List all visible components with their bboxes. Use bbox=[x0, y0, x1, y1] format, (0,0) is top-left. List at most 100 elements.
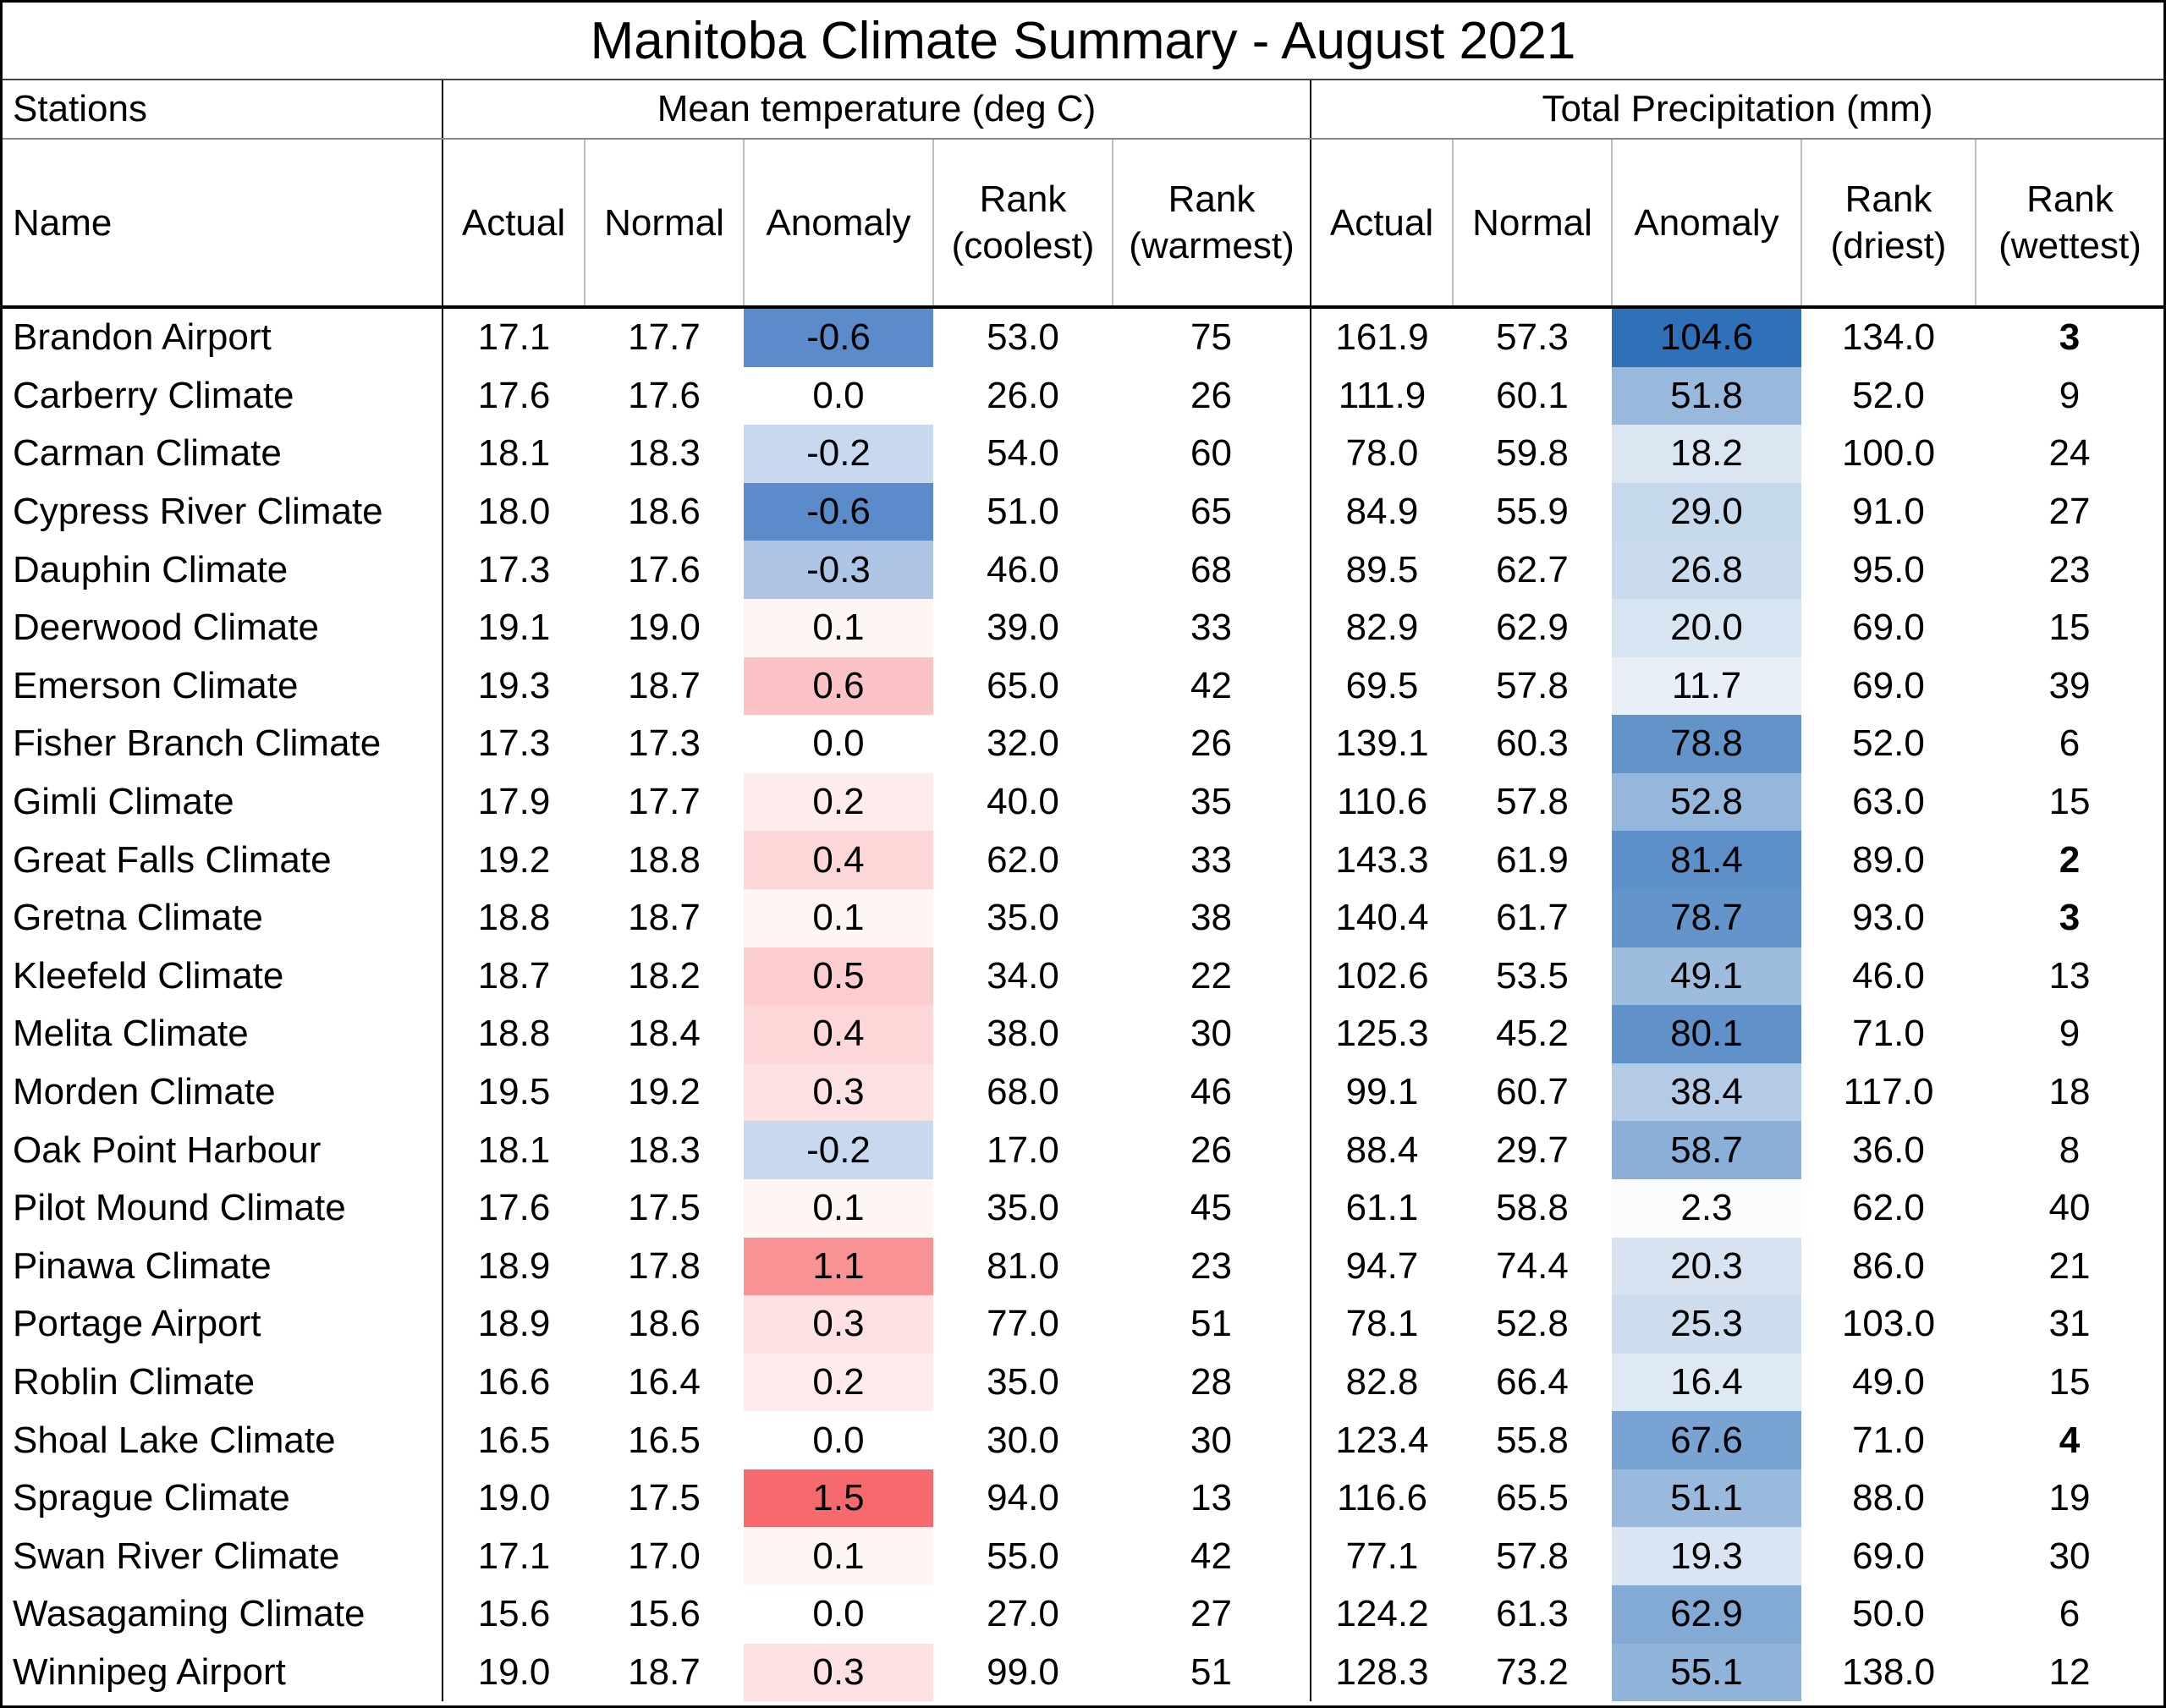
rank-driest-cell: 46.0 bbox=[1852, 954, 1925, 997]
col-header-rank-wettest-line2: (wettest) bbox=[1998, 225, 2141, 266]
precip-anomaly-cell: 78.7 bbox=[1612, 888, 1801, 947]
rank-coolest-cell: 34.0 bbox=[987, 954, 1059, 997]
rank-wettest-cell: 6 bbox=[2059, 722, 2081, 765]
col-header-rank-coolest: Rank (coolest) bbox=[933, 139, 1113, 309]
precip-normal-cell: 62.9 bbox=[1496, 607, 1569, 649]
rank-warmest-cell: 33 bbox=[1113, 831, 1311, 889]
rank-coolest-cell: 27.0 bbox=[987, 1593, 1059, 1635]
temp-actual-cell: 18.9 bbox=[477, 1244, 551, 1287]
table-row: Great Falls Climate 19.2 18.8 0.4 62.0 33 143.… bbox=[3, 831, 2163, 889]
col-header-rank-driest: Rank (driest) bbox=[1801, 139, 1976, 309]
precip-anomaly-cell: 26.8 bbox=[1612, 541, 1801, 599]
temp-anomaly-cell: 0.4 bbox=[744, 831, 933, 889]
precip-actual-cell: 78.0 bbox=[1345, 432, 1419, 475]
station-name-cell: Pinawa Climate bbox=[3, 1237, 443, 1296]
temp-actual-cell: 18.9 bbox=[477, 1303, 551, 1345]
rank-driest-cell: 100.0 bbox=[1841, 432, 1936, 475]
rank-driest-cell: 91.0 bbox=[1852, 491, 1925, 533]
temp-anomaly-cell: -0.2 bbox=[744, 1121, 933, 1179]
temp-anomaly-cell: -0.6 bbox=[744, 482, 933, 541]
rank-wettest-cell: 2 bbox=[2059, 838, 2081, 881]
table-row: Melita Climate 18.8 18.4 0.4 38.0 30 125.3 45.2… bbox=[3, 1005, 2163, 1063]
precip-anomaly-cell: 20.0 bbox=[1612, 598, 1801, 657]
station-name-cell: Morden Climate bbox=[3, 1063, 443, 1122]
table-row: Oak Point Harbour 18.1 18.3 -0.2 17.0 26 88.4 2… bbox=[3, 1121, 2163, 1179]
rank-wettest-cell: 23 bbox=[2048, 548, 2091, 590]
temp-actual-cell: 17.6 bbox=[477, 1187, 551, 1229]
precip-normal-cell: 58.8 bbox=[1496, 1187, 1569, 1229]
station-name-cell: Brandon Airport bbox=[3, 307, 443, 367]
temp-normal-cell: 17.0 bbox=[628, 1535, 701, 1577]
temp-actual-cell: 16.6 bbox=[477, 1360, 551, 1403]
precip-actual-cell: 94.7 bbox=[1345, 1244, 1419, 1287]
rank-warmest-cell: 22 bbox=[1113, 947, 1311, 1006]
rank-wettest-cell: 27 bbox=[2048, 491, 2091, 533]
rank-coolest-cell: 32.0 bbox=[987, 722, 1059, 765]
temp-anomaly-cell: 0.4 bbox=[744, 1005, 933, 1063]
col-header-rank-coolest-line2: (coolest) bbox=[951, 225, 1095, 266]
table-row: Swan River Climate 17.1 17.0 0.1 55.0 42 77.1 5… bbox=[3, 1527, 2163, 1586]
temp-anomaly-cell: 0.6 bbox=[744, 656, 933, 716]
group-header-temperature: Mean temperature (deg C) bbox=[443, 80, 1311, 140]
precip-anomaly-cell: 52.8 bbox=[1612, 772, 1801, 832]
temp-anomaly-cell: 1.5 bbox=[744, 1469, 933, 1528]
precip-anomaly-cell: 62.9 bbox=[1612, 1585, 1801, 1644]
rank-warmest-cell: 23 bbox=[1113, 1237, 1311, 1296]
table-row: Morden Climate 19.5 19.2 0.3 68.0 46 99.1 60.7 3… bbox=[3, 1063, 2163, 1122]
rank-wettest-cell: 30 bbox=[2048, 1535, 2091, 1577]
temp-normal-cell: 18.4 bbox=[628, 1013, 701, 1055]
rank-coolest-cell: 17.0 bbox=[987, 1129, 1059, 1171]
col-header-rank-driest-line2: (driest) bbox=[1830, 225, 1947, 266]
rank-wettest-cell: 4 bbox=[2059, 1419, 2081, 1461]
station-name-cell: Winnipeg Airport bbox=[3, 1643, 443, 1702]
rank-driest-cell: 93.0 bbox=[1852, 897, 1925, 939]
precip-anomaly-cell: 49.1 bbox=[1612, 947, 1801, 1006]
temp-anomaly-cell: -0.2 bbox=[744, 425, 933, 483]
rank-driest-cell: 103.0 bbox=[1841, 1303, 1936, 1345]
rank-warmest-cell: 38 bbox=[1113, 888, 1311, 947]
rank-wettest-cell: 3 bbox=[2059, 897, 2081, 939]
precip-normal-cell: 52.8 bbox=[1496, 1303, 1569, 1345]
temp-anomaly-cell: 0.1 bbox=[744, 1178, 933, 1238]
rank-wettest-cell: 19 bbox=[2048, 1477, 2091, 1519]
precip-normal-cell: 61.7 bbox=[1496, 897, 1569, 939]
temp-actual-cell: 17.9 bbox=[477, 781, 551, 823]
temp-normal-cell: 18.2 bbox=[628, 954, 701, 997]
col-header-rank-warmest-line2: (warmest) bbox=[1129, 225, 1295, 266]
col-header-precip-actual: Actual bbox=[1311, 139, 1454, 309]
rank-driest-cell: 69.0 bbox=[1852, 607, 1925, 649]
rank-warmest-cell: 26 bbox=[1113, 1121, 1311, 1179]
precip-normal-cell: 55.9 bbox=[1496, 491, 1569, 533]
precip-anomaly-cell: 18.2 bbox=[1612, 425, 1801, 483]
rank-warmest-cell: 26 bbox=[1113, 366, 1311, 426]
temp-normal-cell: 17.7 bbox=[628, 316, 701, 359]
temp-actual-cell: 18.1 bbox=[477, 432, 551, 475]
precip-actual-cell: 77.1 bbox=[1345, 1535, 1419, 1577]
col-header-name: Name bbox=[3, 139, 443, 309]
rank-warmest-cell: 30 bbox=[1113, 1005, 1311, 1063]
station-name-cell: Oak Point Harbour bbox=[3, 1121, 443, 1179]
rank-wettest-cell: 8 bbox=[2059, 1129, 2081, 1171]
rank-warmest-cell: 42 bbox=[1113, 1527, 1311, 1586]
rank-driest-cell: 95.0 bbox=[1852, 548, 1925, 590]
station-name-cell: Gimli Climate bbox=[3, 772, 443, 832]
rank-coolest-cell: 38.0 bbox=[987, 1013, 1059, 1055]
temp-normal-cell: 19.2 bbox=[628, 1071, 701, 1113]
precip-actual-cell: 89.5 bbox=[1345, 548, 1419, 590]
temp-normal-cell: 17.5 bbox=[628, 1477, 701, 1519]
rank-driest-cell: 69.0 bbox=[1852, 1535, 1925, 1577]
rank-wettest-cell: 21 bbox=[2048, 1244, 2091, 1287]
precip-normal-cell: 57.8 bbox=[1496, 664, 1569, 706]
table-row: Carberry Climate 17.6 17.6 0.0 26.0 26 111.9 60… bbox=[3, 366, 2163, 426]
station-name-cell: Dauphin Climate bbox=[3, 541, 443, 599]
temp-actual-cell: 17.6 bbox=[477, 374, 551, 416]
precip-anomaly-cell: 51.8 bbox=[1612, 366, 1801, 426]
rank-coolest-cell: 77.0 bbox=[987, 1303, 1059, 1345]
rank-wettest-cell: 9 bbox=[2059, 1013, 2081, 1055]
precip-anomaly-cell: 104.6 bbox=[1612, 307, 1801, 367]
station-name-cell: Sprague Climate bbox=[3, 1469, 443, 1528]
temp-normal-cell: 18.3 bbox=[628, 1129, 701, 1171]
table-row: Shoal Lake Climate 16.5 16.5 0.0 30.0 30 123.4… bbox=[3, 1411, 2163, 1469]
rank-driest-cell: 88.0 bbox=[1852, 1477, 1925, 1519]
temp-actual-cell: 19.5 bbox=[477, 1071, 551, 1113]
